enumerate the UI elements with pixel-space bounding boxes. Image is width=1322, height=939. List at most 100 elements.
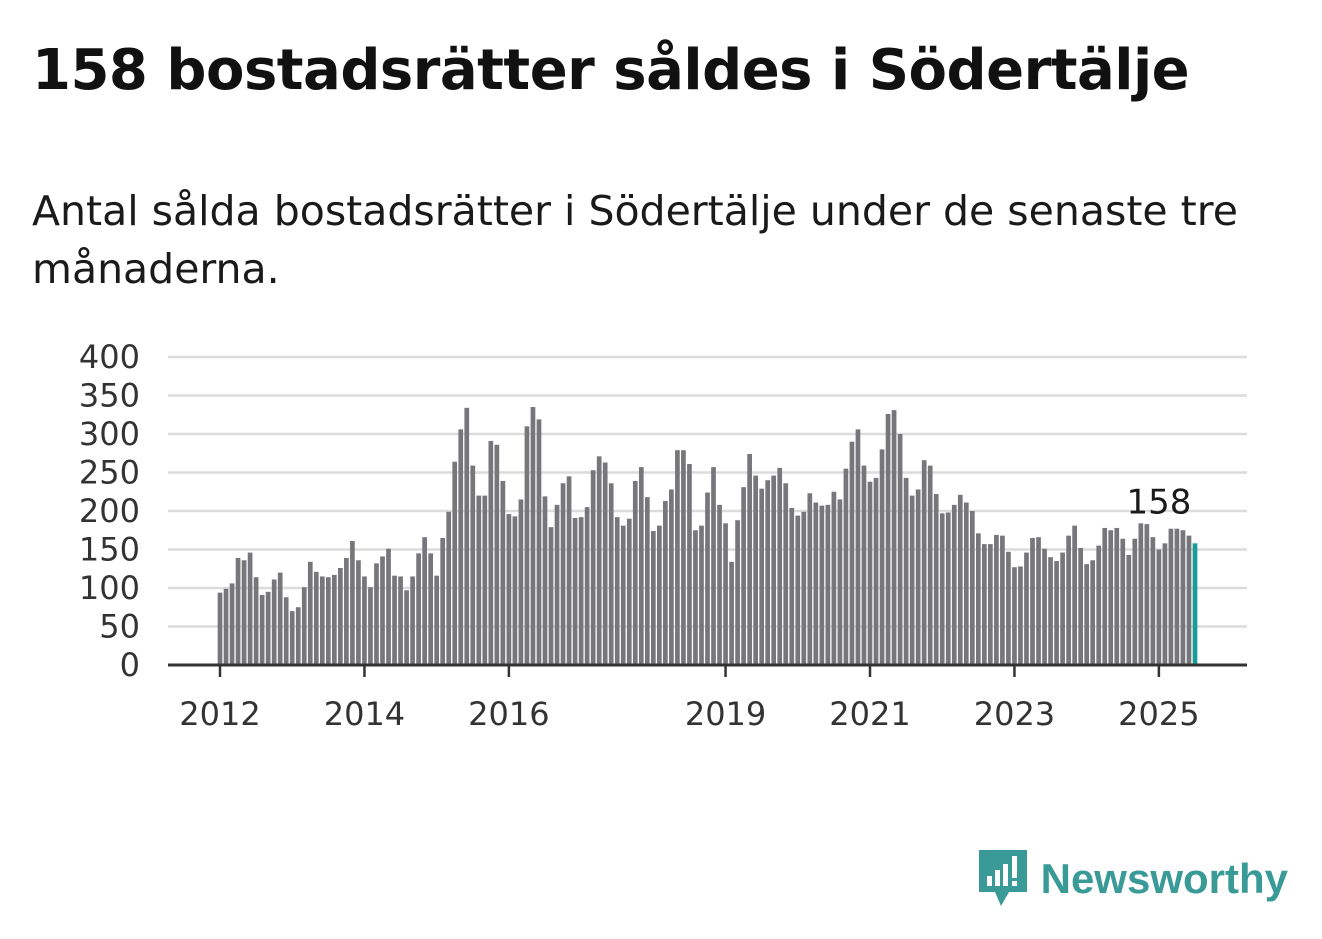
bar: [897, 434, 903, 665]
x-tick-label: 2019: [685, 695, 766, 733]
bar: [392, 575, 397, 665]
bar: [861, 465, 867, 665]
bars: [217, 407, 1198, 665]
bar: [566, 476, 572, 665]
bar: [891, 410, 897, 665]
bar: [247, 552, 253, 665]
bar: [1156, 549, 1162, 665]
bar: [530, 407, 536, 665]
bar: [1180, 530, 1186, 665]
bar: [1090, 560, 1096, 665]
bar: [542, 496, 548, 665]
bar: [1102, 527, 1108, 665]
bar: [675, 450, 680, 665]
bar: [265, 591, 271, 665]
x-tick-label: 2014: [324, 695, 405, 733]
bar: [524, 426, 530, 665]
bar: [1012, 567, 1017, 665]
bar: [867, 481, 873, 665]
bar: [1060, 552, 1065, 665]
bar: [789, 507, 795, 665]
bar: [813, 502, 819, 665]
bar: [1096, 545, 1102, 665]
bar: [825, 504, 831, 665]
bar: [446, 511, 452, 665]
x-tick-label: 2016: [468, 695, 549, 733]
bar: [338, 567, 343, 665]
bar: [494, 444, 500, 665]
bar: [1150, 537, 1156, 665]
bar: [819, 505, 825, 665]
bar: [753, 475, 758, 665]
bar: [638, 467, 644, 665]
bar: [1024, 552, 1029, 665]
bar: [1042, 548, 1047, 665]
bar: [283, 597, 289, 665]
bar: [1138, 523, 1144, 665]
bar: [1006, 551, 1011, 665]
bar: [837, 499, 843, 665]
bar: [325, 577, 331, 665]
bar: [584, 507, 590, 665]
bar: [1036, 537, 1041, 665]
bar: [1018, 566, 1023, 665]
bar: [332, 574, 337, 665]
bar: [386, 548, 391, 665]
bar: [518, 499, 524, 665]
bar: [368, 587, 373, 665]
bar: [747, 454, 752, 665]
y-tick-label: 350: [79, 377, 140, 415]
bar: [711, 467, 716, 665]
bar: [404, 590, 409, 665]
data-label: 158: [1127, 483, 1192, 523]
bar: [301, 587, 307, 665]
bar: [927, 465, 933, 665]
bar: [843, 468, 849, 665]
bar: [963, 502, 969, 665]
bar: [879, 449, 885, 665]
bar: [705, 492, 710, 665]
bar: [452, 461, 458, 665]
bar: [398, 576, 403, 665]
bar: [982, 544, 987, 665]
bar: [536, 419, 542, 665]
bar: [644, 497, 650, 665]
bar: [482, 495, 488, 665]
bar: [572, 517, 578, 665]
bar: [626, 518, 632, 665]
y-tick-label: 150: [79, 531, 140, 569]
bar: [554, 504, 560, 665]
bar: [687, 464, 692, 665]
y-tick-label: 400: [79, 338, 140, 376]
bar: [801, 511, 807, 665]
bar: [945, 512, 951, 665]
bar: [596, 456, 602, 665]
bar: [313, 571, 319, 665]
bar: [957, 494, 963, 665]
bar: [1114, 527, 1120, 665]
bar: [1120, 538, 1126, 665]
chart-subtitle: Antal sålda bostadsrätter i Södertälje u…: [32, 187, 1238, 293]
bar: [657, 525, 662, 665]
bar: [1078, 547, 1083, 665]
bar: [590, 470, 596, 665]
bar: [464, 407, 470, 665]
bar: [1174, 528, 1180, 665]
bar: [1048, 557, 1053, 665]
x-tick-label: 2012: [179, 695, 260, 733]
bar: [608, 483, 614, 665]
bar: [994, 534, 999, 665]
brand-logo: Newsworthy: [978, 850, 1288, 908]
bar: [235, 557, 241, 665]
value-labels: 158: [1127, 483, 1192, 523]
bar: [885, 413, 891, 665]
bar: [915, 489, 921, 665]
bar: [1162, 543, 1168, 665]
bar: [470, 465, 476, 665]
bar: [506, 514, 512, 665]
bar: [783, 483, 789, 665]
bar: [362, 576, 367, 665]
brand-name: Newsworthy: [1040, 855, 1288, 902]
bar: [548, 527, 554, 665]
